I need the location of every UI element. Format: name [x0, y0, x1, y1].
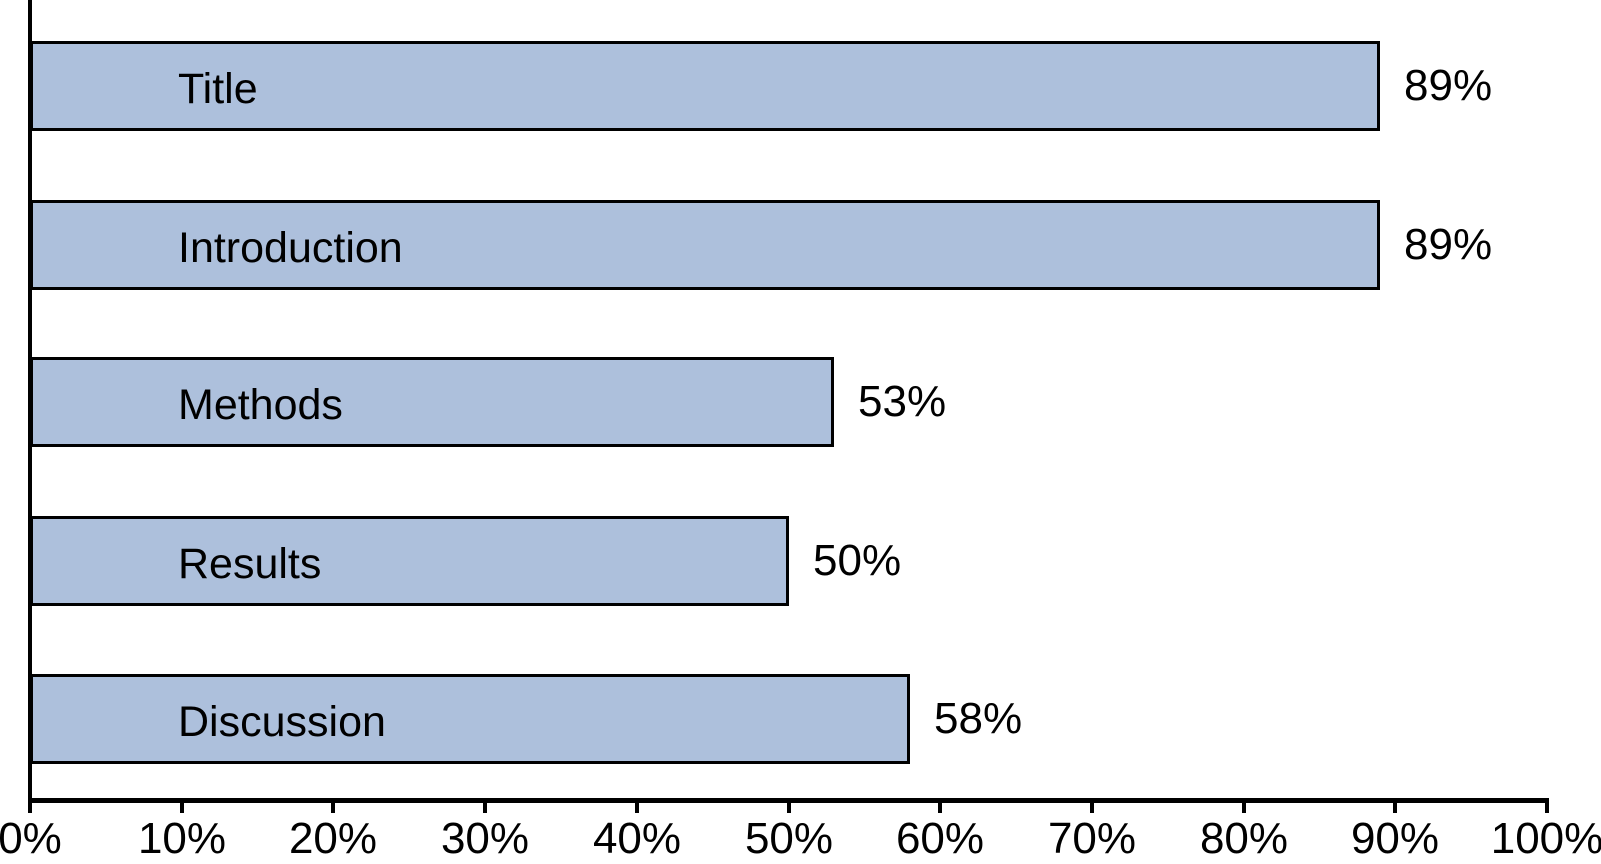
bar-category-label: Title	[178, 65, 258, 113]
x-axis-tick-label: 100%	[1490, 814, 1601, 863]
x-axis-tick	[1545, 803, 1549, 813]
bar-value-label: 89%	[1404, 220, 1493, 269]
x-axis-tick	[1090, 803, 1094, 813]
bar-value-label: 53%	[858, 377, 947, 426]
x-axis-tick-label: 80%	[1199, 814, 1289, 863]
bar-results: Results	[30, 516, 789, 606]
x-axis-tick-label: 40%	[592, 814, 682, 863]
x-axis-tick	[331, 803, 335, 813]
x-axis-tick	[938, 803, 942, 813]
x-axis-tick-label: 50%	[744, 814, 834, 863]
x-axis-tick-label: 20%	[288, 814, 378, 863]
bar-value-label: 50%	[813, 536, 902, 585]
bar-value-label: 89%	[1404, 61, 1493, 110]
bar-value-label: 58%	[934, 694, 1023, 743]
x-axis-tick-label: 0%	[0, 814, 62, 863]
bar-methods: Methods	[30, 357, 834, 447]
x-axis-tick-label: 60%	[895, 814, 985, 863]
bar-title: Title	[30, 41, 1380, 131]
x-axis-tick	[180, 803, 184, 813]
bar-category-label: Introduction	[178, 224, 403, 272]
x-axis-tick-label: 90%	[1350, 814, 1440, 863]
x-axis-tick	[28, 803, 32, 813]
x-axis-tick-label: 30%	[440, 814, 530, 863]
bar-introduction: Introduction	[30, 200, 1380, 290]
x-axis-tick	[787, 803, 791, 813]
x-axis-tick	[635, 803, 639, 813]
bar-discussion: Discussion	[30, 674, 910, 764]
x-axis-tick-label: 10%	[137, 814, 227, 863]
x-axis-tick	[1393, 803, 1397, 813]
bar-category-label: Results	[178, 540, 322, 588]
x-axis-line	[28, 798, 1549, 803]
x-axis-tick	[1242, 803, 1246, 813]
x-axis-tick	[483, 803, 487, 813]
x-axis-tick-label: 70%	[1047, 814, 1137, 863]
bar-category-label: Methods	[178, 381, 343, 429]
bar-category-label: Discussion	[178, 698, 386, 746]
